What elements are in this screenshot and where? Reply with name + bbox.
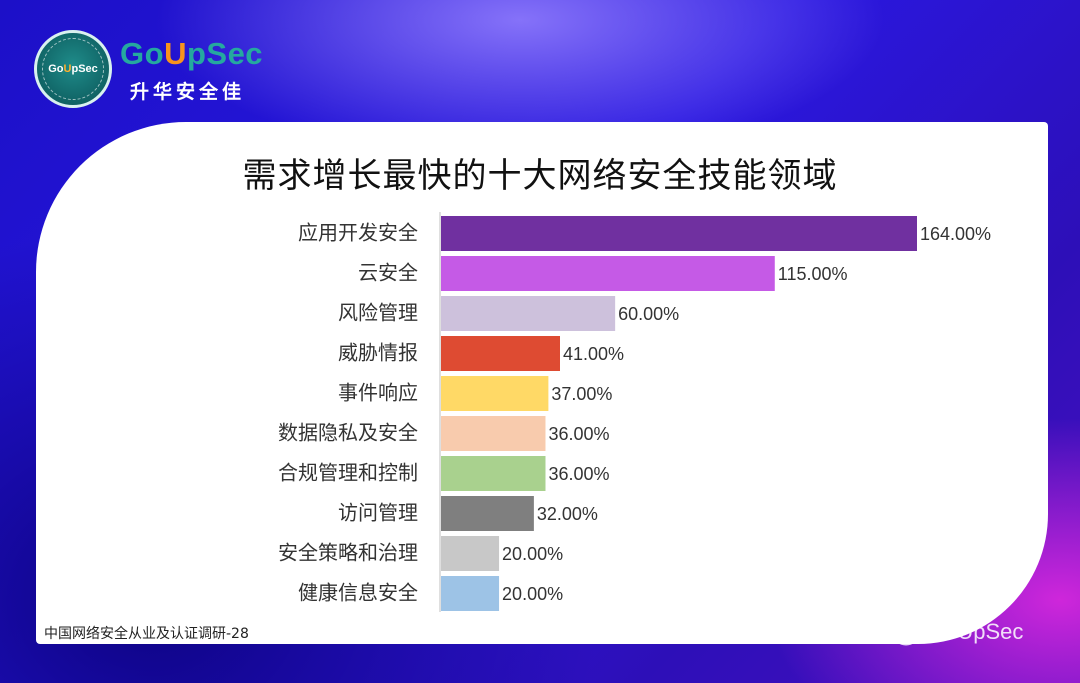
data-label-2: 60.00% (618, 304, 679, 324)
bar-2 (441, 296, 616, 331)
data-label-3: 41.00% (563, 344, 624, 364)
bar-5 (441, 416, 546, 451)
bar-3 (441, 336, 560, 371)
category-label-8: 安全策略和治理 (278, 541, 418, 565)
brand-name: GoUpSec (120, 36, 264, 71)
data-label-6: 36.00% (548, 464, 609, 484)
category-label-2: 风险管理 (338, 301, 418, 325)
badge-ring (42, 38, 104, 100)
category-label-1: 云安全 (358, 261, 418, 285)
category-label-7: 访问管理 (338, 501, 418, 525)
data-label-9: 20.00% (502, 584, 563, 604)
bar-6 (441, 456, 546, 491)
bar-9 (441, 576, 500, 611)
brand-badge-logo: GoUpSec (34, 30, 112, 108)
category-label-4: 事件响应 (338, 381, 418, 405)
data-label-0: 164.00% (920, 224, 991, 244)
category-label-0: 应用开发安全 (298, 221, 418, 245)
data-label-5: 36.00% (548, 424, 609, 444)
category-label-6: 合规管理和控制 (278, 461, 418, 485)
bar-4 (441, 376, 549, 411)
data-label-1: 115.00% (778, 264, 848, 284)
category-label-5: 数据隐私及安全 (278, 421, 418, 445)
bar-7 (441, 496, 534, 531)
badge-text: GoUpSec (48, 63, 98, 75)
source-footnote: 中国网络安全从业及认证调研-28 (44, 626, 249, 642)
bar-1 (441, 256, 775, 291)
data-label-8: 20.00% (502, 544, 563, 564)
brand-subtitle: 升华安全佳 (130, 81, 246, 103)
wechat-watermark: GoUpSec (876, 617, 1023, 647)
bar-0 (441, 216, 917, 251)
category-label-9: 健康信息安全 (298, 581, 418, 605)
watermark-text: GoUpSec (928, 619, 1024, 644)
chart-title: 需求增长最快的十大网络安全技能领域 (242, 156, 838, 196)
category-label-3: 威胁情报 (338, 341, 418, 365)
data-label-4: 37.00% (551, 384, 612, 404)
bar-8 (441, 536, 500, 571)
wechat-icon (880, 619, 918, 646)
data-label-7: 32.00% (537, 504, 598, 524)
